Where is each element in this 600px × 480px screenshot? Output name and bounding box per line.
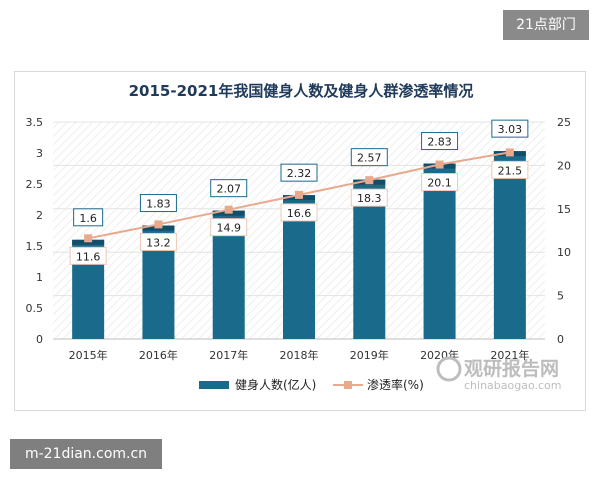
y-left-tick-label: 2.5: [26, 178, 44, 191]
line-value-label-box: [139, 232, 177, 251]
bar-value-label-box: [350, 148, 388, 167]
watermark-logo-icon: [436, 356, 462, 382]
bar-value-label: 3.03: [498, 123, 523, 136]
legend-line-label: 渗透率(%): [367, 377, 424, 392]
line-point: [505, 148, 514, 157]
y-left-tick-label: 1: [36, 271, 43, 284]
line-value-label: 16.6: [287, 207, 312, 220]
line-value-label-box: [210, 218, 248, 237]
y-left-tick-label: 1.5: [26, 240, 44, 253]
legend: 健身人数(亿人) 渗透率(%): [199, 377, 424, 392]
x-tick-label: 2015年: [69, 348, 108, 362]
line-value-label-box: [280, 203, 318, 222]
legend-bar-label: 健身人数(亿人): [235, 377, 316, 392]
x-tick-label: 2021年: [490, 348, 529, 362]
line-value-label: 13.2: [146, 236, 171, 249]
bar-value-label: 1.83: [146, 198, 171, 211]
y-left-tick-label: 3: [36, 147, 43, 160]
line-value-label: 14.9: [216, 222, 241, 235]
watermark: 观研报告网 chinabaogao.com: [436, 356, 562, 392]
bar-value-label: 2.32: [287, 167, 312, 180]
bar-value-label-box: [139, 194, 177, 213]
line-point: [84, 234, 93, 243]
source-tag: 21点部门: [503, 10, 589, 40]
line-point: [365, 176, 374, 185]
bar-value-label-box: [210, 179, 248, 198]
y-right-tick-label: 0: [557, 333, 564, 346]
y-right-tick-label: 5: [557, 290, 564, 303]
line-value-label: 20.1: [427, 177, 452, 190]
y-right-tick-label: 20: [557, 159, 571, 172]
chart-title: 2015-2021年我国健身人数及健身人群渗透率情况: [129, 82, 474, 100]
x-tick-label: 2016年: [139, 348, 178, 362]
bar-value-label: 1.6: [79, 212, 97, 225]
line-value-label: 21.5: [498, 164, 523, 177]
watermark-name: 观研报告网: [464, 357, 559, 380]
line-value-label-box: [69, 246, 107, 265]
y-right-tick-label: 25: [557, 116, 571, 129]
bar-value-label: 2.83: [427, 136, 452, 149]
y-left-tick-label: 0.5: [26, 302, 44, 315]
watermark-url: chinabaogao.com: [464, 379, 562, 392]
bar-value-label: 2.07: [216, 183, 241, 196]
line-value-label-box: [491, 160, 529, 179]
x-tick-label: 2018年: [280, 348, 319, 362]
bar: [423, 163, 456, 339]
y-left-tick-label: 2: [36, 209, 43, 222]
line-value-label: 18.3: [357, 192, 382, 205]
legend-line-marker: [344, 381, 352, 389]
bar-value-label: 2.57: [357, 152, 382, 165]
line-point: [435, 160, 444, 169]
chart-frame: 2015-2021年我国健身人数及健身人群渗透率情况 0 0.5 1 1.5 2 2.5 3…: [14, 71, 586, 411]
line-point: [154, 220, 163, 229]
y-right-tick-label: 15: [557, 203, 571, 216]
site-tag: m-21dian.com.cn: [10, 439, 162, 469]
legend-bar-swatch: [199, 381, 229, 389]
y-left-tick-label: 3.5: [26, 116, 44, 129]
line-value-label-box: [350, 188, 388, 207]
line-value-label-box: [421, 173, 459, 192]
bar-value-label-box: [280, 163, 318, 182]
x-tick-label: 2017年: [209, 348, 248, 362]
x-tick-label: 2019年: [350, 348, 389, 362]
line-point: [224, 205, 233, 214]
y-right-tick-label: 10: [557, 246, 571, 259]
chart-svg: 2015-2021年我国健身人数及健身人群渗透率情况 0 0.5 1 1.5 2 2.5 3…: [26, 82, 572, 392]
bar-value-label-box: [73, 208, 104, 227]
y-left-tick-label: 0: [36, 333, 43, 346]
line-point: [295, 190, 303, 199]
bar: [493, 151, 526, 339]
bar-value-label-box: [421, 132, 459, 151]
line-value-label: 11.6: [76, 250, 101, 263]
bar-value-label-box: [491, 119, 529, 138]
